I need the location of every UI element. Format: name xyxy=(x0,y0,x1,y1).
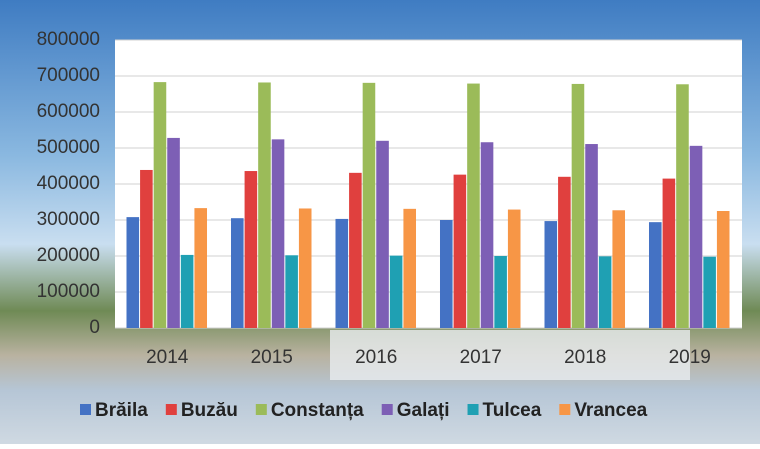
bar xyxy=(298,208,312,328)
bar xyxy=(140,169,153,328)
y-tick-label: 0 xyxy=(89,317,100,338)
y-tick-label: 700000 xyxy=(37,65,100,86)
x-tick-label: 2015 xyxy=(251,347,293,368)
bar xyxy=(194,208,208,328)
bar xyxy=(558,176,571,328)
x-tick-label: 2014 xyxy=(146,347,189,368)
bar xyxy=(676,84,689,328)
bar xyxy=(480,142,494,328)
bar xyxy=(689,145,703,328)
bar xyxy=(349,172,362,328)
x-tick-label: 2017 xyxy=(460,347,502,368)
x-tick-label: 2016 xyxy=(355,347,397,368)
legend-label: Tulcea xyxy=(483,400,542,421)
bar xyxy=(703,256,716,328)
bar xyxy=(376,140,389,328)
bar xyxy=(544,221,558,328)
bar xyxy=(612,210,626,328)
legend-swatch xyxy=(381,404,393,415)
legend-label: Galați xyxy=(397,400,450,421)
bar xyxy=(180,254,194,328)
bar xyxy=(285,255,298,328)
bar xyxy=(453,174,467,328)
bar xyxy=(585,144,598,328)
legend-swatch xyxy=(255,404,267,415)
y-tick-label: 400000 xyxy=(37,173,100,194)
bar xyxy=(648,222,662,328)
x-tick-label: 2018 xyxy=(564,347,606,368)
legend-swatch xyxy=(165,404,177,415)
bar xyxy=(362,82,376,328)
ship xyxy=(330,330,690,380)
x-tick-label: 2019 xyxy=(669,347,711,368)
bar xyxy=(244,171,258,328)
bar xyxy=(716,211,730,328)
bar xyxy=(153,82,167,329)
bar xyxy=(230,218,244,328)
bar xyxy=(662,178,676,328)
bar xyxy=(335,218,349,328)
bar xyxy=(467,83,480,328)
bar xyxy=(271,139,285,328)
bar xyxy=(403,208,417,328)
bar xyxy=(507,209,521,328)
bar xyxy=(258,82,271,328)
y-tick-label: 600000 xyxy=(37,101,100,122)
bar xyxy=(571,83,585,328)
bar xyxy=(494,256,507,328)
legend-label: Buzău xyxy=(181,400,238,421)
y-tick-label: 800000 xyxy=(37,29,100,50)
y-tick-label: 100000 xyxy=(37,281,100,302)
bar xyxy=(598,256,612,328)
y-tick-label: 300000 xyxy=(37,209,100,230)
legend-label: Brăila xyxy=(95,400,148,421)
y-tick-label: 200000 xyxy=(37,245,100,266)
bar xyxy=(126,217,140,328)
legend-label: Constanța xyxy=(271,400,364,421)
bar xyxy=(389,255,403,328)
legend-swatch xyxy=(559,404,571,415)
y-tick-label: 500000 xyxy=(37,137,100,158)
legend-swatch xyxy=(80,404,91,415)
bar xyxy=(167,137,180,328)
bar xyxy=(439,220,453,328)
legend-swatch xyxy=(467,404,479,415)
legend-label: Vrancea xyxy=(574,400,647,421)
